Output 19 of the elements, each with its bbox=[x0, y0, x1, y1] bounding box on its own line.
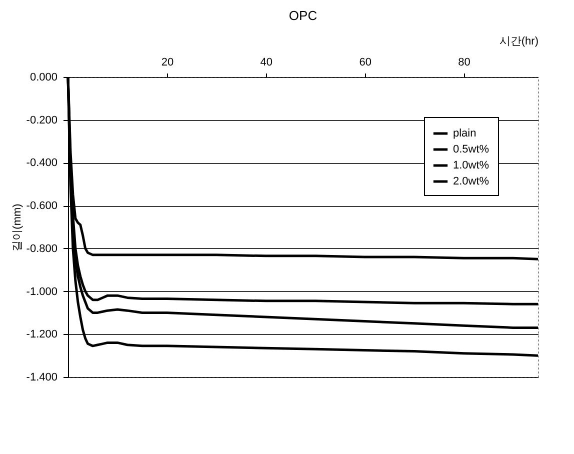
chart-title: OPC bbox=[288, 8, 318, 23]
legend-label: plain bbox=[453, 128, 476, 140]
legend-label: 2.0wt% bbox=[453, 176, 490, 188]
x-axis-title: 시간(hr) bbox=[499, 36, 538, 48]
y-tick-label: -1.400 bbox=[26, 372, 58, 384]
y-axis-title: 길이(mm) bbox=[11, 204, 24, 252]
y-tick-label: -0.200 bbox=[26, 114, 58, 126]
y-tick-label: -0.400 bbox=[26, 157, 58, 170]
x-tick-label: 60 bbox=[359, 56, 372, 68]
x-tick-label: 20 bbox=[161, 56, 174, 68]
y-tick-label: -1.000 bbox=[26, 286, 58, 298]
legend-label: 0.5wt% bbox=[453, 144, 490, 156]
x-tick-label: 40 bbox=[260, 56, 273, 68]
y-tick-label: -0.600 bbox=[26, 200, 58, 212]
y-tick-label: -1.200 bbox=[26, 328, 58, 341]
y-tick-label: -0.800 bbox=[26, 242, 58, 255]
x-tick-label: 80 bbox=[458, 56, 470, 68]
legend-label: 1.0wt% bbox=[453, 160, 490, 172]
y-tick-label: 0.000 bbox=[30, 72, 58, 84]
